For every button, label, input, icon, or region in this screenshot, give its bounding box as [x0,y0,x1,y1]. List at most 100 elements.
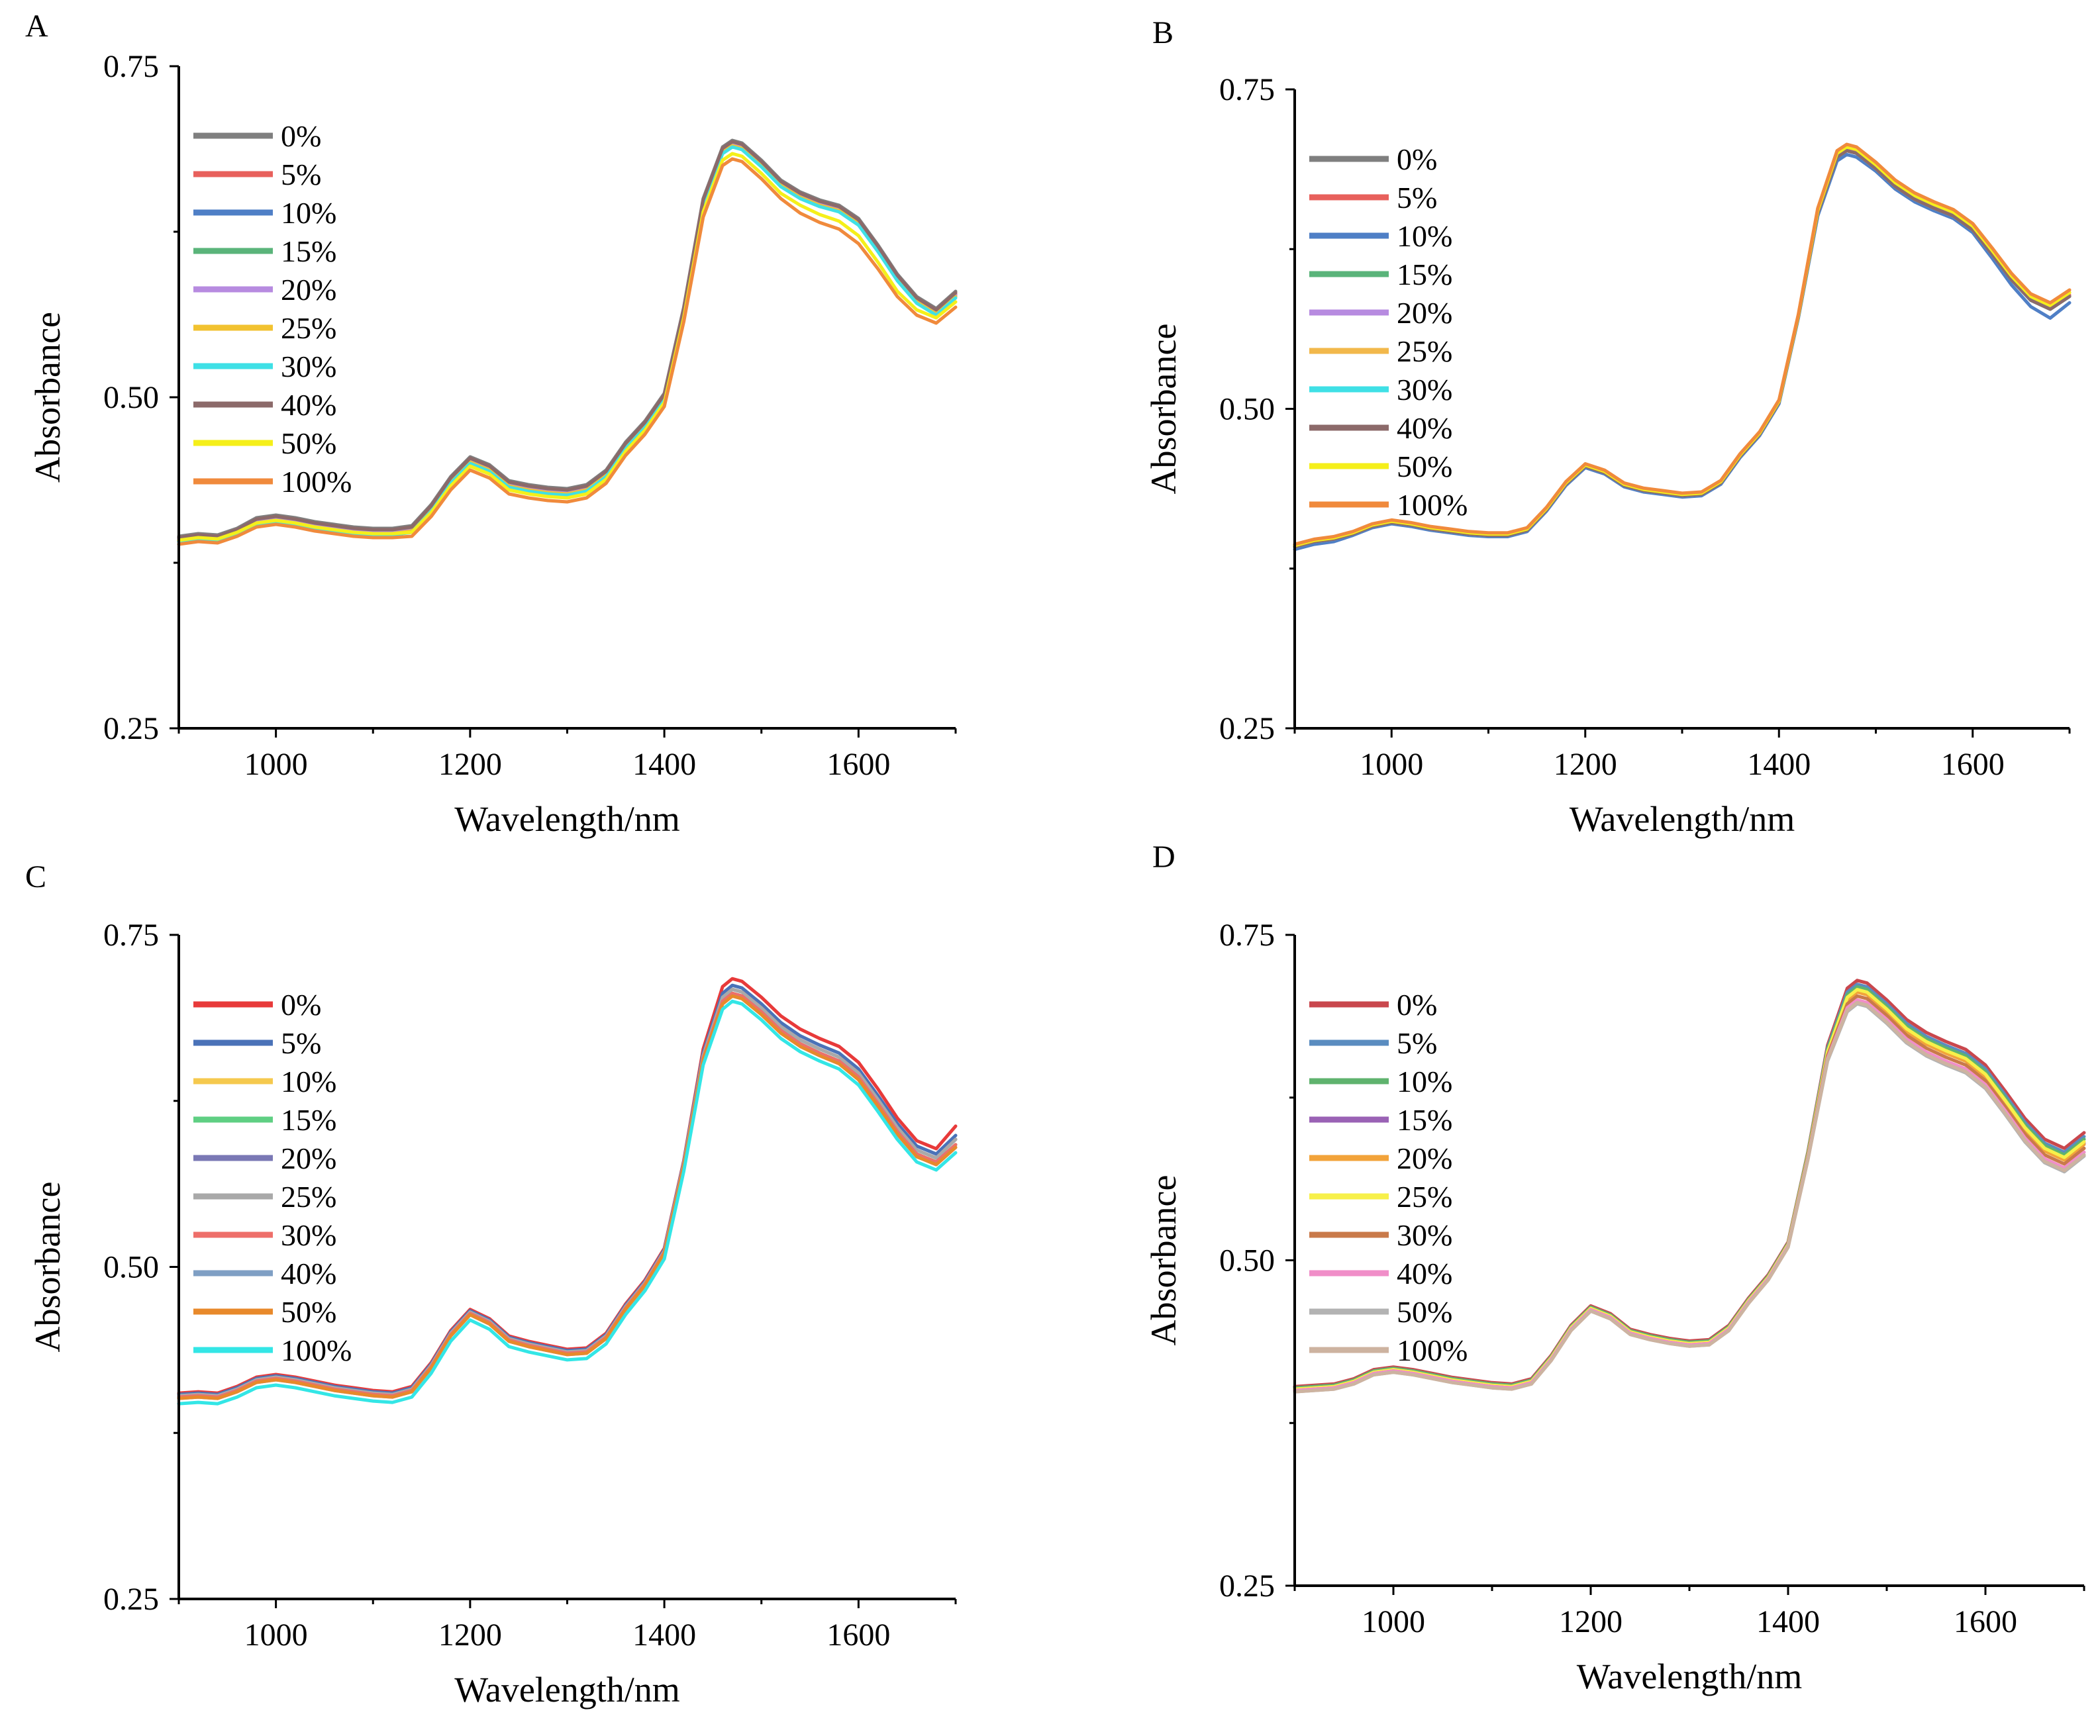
x-axis-title: Wavelength/nm [454,799,680,839]
legend-label: 0% [1397,988,1437,1022]
legend: 0% 5% 10% 15% 20% 25% 30% 40% 50% 100% [193,119,352,499]
x-tick-label: 1400 [632,747,696,782]
x-tick-label: 1200 [438,1617,502,1653]
y-axis-title: Absorbance [1144,324,1183,495]
y-axis-title: Absorbance [28,1182,68,1353]
legend-label: 0% [1397,142,1437,176]
legend-label: 15% [281,1103,336,1137]
x-axis-title: Wavelength/nm [454,1670,680,1710]
legend-label: 25% [1397,334,1452,368]
x-tick-label: 1600 [826,747,890,782]
legend-label: 40% [281,1257,336,1290]
legend-label: 20% [1397,1141,1452,1175]
legend: 0% 5% 10% 15% 20% 25% 30% 40% 50% 100% [1309,142,1468,522]
legend-label: 5% [281,158,321,191]
x-tick-label: 1200 [1554,747,1617,782]
series-line-50pct [177,994,958,1400]
series-lines [177,977,958,1406]
y-tick-label: 0.50 [1219,1243,1275,1278]
series-line-100pct [1293,142,2072,546]
legend-label: 15% [1397,258,1452,291]
y-tick-label: 0.50 [103,1250,159,1285]
panel-b: B 1000 1200 1400 1600 0.25 0.50 0.75 Wavelength/… [1144,15,2072,839]
y-axis-title: Absorbance [28,312,68,483]
y-tick-label: 0.25 [1219,1568,1275,1604]
x-tick-label: 1400 [1756,1604,1820,1639]
legend-label: 100% [1397,1333,1468,1367]
legend-label: 25% [1397,1180,1452,1214]
legend-label: 5% [1397,1026,1437,1060]
series-line-100pct [1293,1000,2086,1394]
legend-label: 10% [281,1065,336,1098]
legend-label: 15% [281,234,336,268]
legend-label: 20% [1397,296,1452,330]
series-line-100pct [177,157,958,546]
legend-label: 20% [281,1141,336,1175]
legend-label: 40% [1397,411,1452,445]
series-lines [1293,979,2086,1394]
legend-label: 100% [281,465,352,499]
legend-label: 100% [281,1333,352,1367]
legend-label: 25% [281,311,336,345]
x-tick-label: 1600 [1941,747,2005,782]
x-tick-label: 1000 [244,747,308,782]
x-axis-title: Wavelength/nm [1577,1657,1803,1696]
legend: 0% 5% 10% 15% 20% 25% 30% 40% 50% 100% [1309,988,1468,1367]
y-tick-label: 0.75 [1219,918,1275,953]
legend-label: 15% [1397,1103,1452,1137]
legend-label: 50% [1397,450,1452,483]
legend: 0% 5% 10% 15% 20% 25% 30% 40% 50% 100% [193,988,352,1367]
y-tick-label: 0.25 [103,711,159,746]
legend-label: 40% [1397,1257,1452,1290]
legend-label: 50% [281,426,336,460]
y-tick-label: 0.25 [103,1582,159,1617]
x-tick-label: 1400 [632,1617,696,1653]
legend-label: 5% [1397,181,1437,215]
legend-label: 40% [281,388,336,422]
y-tick-label: 0.50 [103,380,159,415]
series-line-40pct [177,140,958,540]
x-tick-label: 1200 [438,747,502,782]
panel-label: A [25,9,48,44]
series-lines [177,138,958,546]
legend-label: 30% [281,1218,336,1252]
series-lines [1293,142,2072,552]
legend-label: 30% [1397,373,1452,407]
y-tick-label: 0.75 [1219,72,1275,107]
x-tick-label: 1600 [1954,1604,2017,1639]
legend-label: 10% [281,196,336,230]
series-line-100pct [177,999,958,1406]
x-tick-label: 1400 [1747,747,1811,782]
panel-label: D [1152,840,1175,875]
y-tick-label: 0.75 [103,918,159,953]
legend-label: 50% [1397,1295,1452,1329]
y-axis-title: Absorbance [1144,1175,1183,1346]
legend-label: 100% [1397,488,1468,522]
x-tick-label: 1600 [826,1617,890,1653]
legend-label: 10% [1397,219,1452,253]
legend-label: 0% [281,119,321,153]
y-tick-label: 0.50 [1219,392,1275,427]
x-tick-label: 1000 [1360,747,1423,782]
legend-label: 0% [281,988,321,1022]
legend-label: 10% [1397,1065,1452,1098]
series-line-50pct [177,152,958,542]
legend-label: 50% [281,1295,336,1329]
legend-label: 25% [281,1180,336,1214]
panel-label: C [25,859,46,894]
x-tick-label: 1000 [244,1617,308,1653]
panel-label: B [1152,15,1174,50]
x-tick-label: 1200 [1559,1604,1623,1639]
x-tick-label: 1000 [1362,1604,1425,1639]
legend-label: 20% [281,273,336,307]
panel-a: A 1000 1200 1400 1600 0.25 0.50 0.75 Wavelength/… [25,9,958,839]
legend-label: 5% [281,1026,321,1060]
y-tick-label: 0.75 [103,49,159,84]
legend-label: 30% [1397,1218,1452,1252]
legend-label: 30% [281,350,336,383]
y-tick-label: 0.25 [1219,711,1275,746]
panel-d: D 1000 1200 1400 1600 0.25 0.50 0.75 Wavelength/… [1144,840,2086,1696]
panel-c: C 1000 1200 1400 1600 0.25 0.50 0.75 Wavelength/… [25,859,958,1710]
x-axis-title: Wavelength/nm [1570,799,1795,839]
